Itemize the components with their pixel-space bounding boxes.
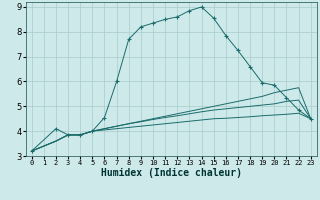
X-axis label: Humidex (Indice chaleur): Humidex (Indice chaleur) <box>101 168 242 178</box>
